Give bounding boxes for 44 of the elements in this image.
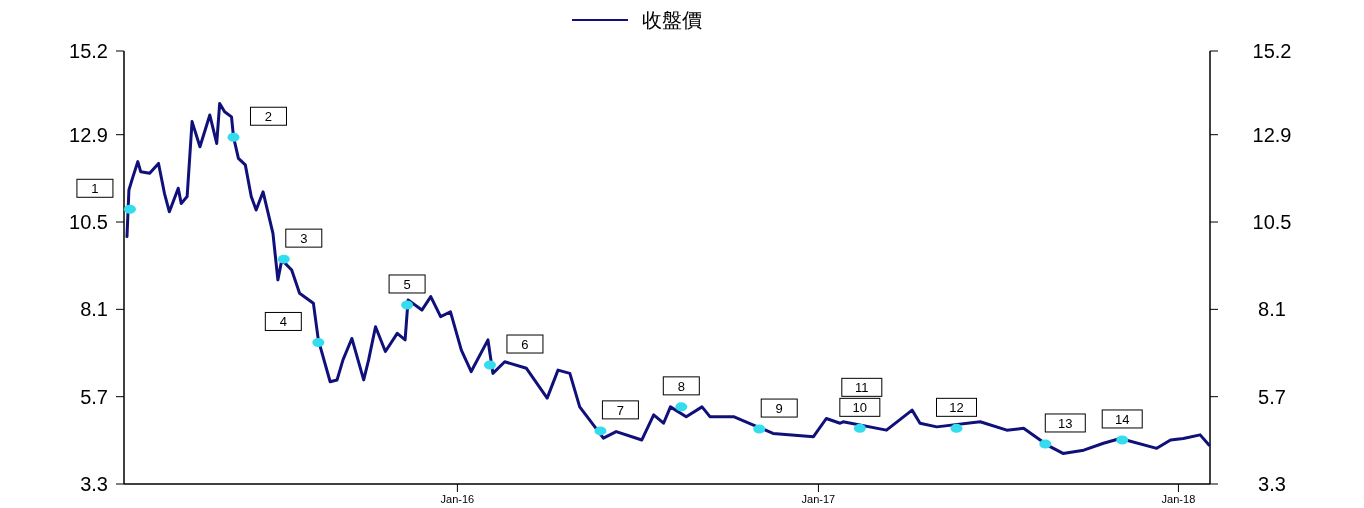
annotation: 14 [1114,411,1130,427]
point [123,204,136,214]
x-tick-label: Jan-18 [1161,493,1196,505]
y2-tick-label: 12.9 [1252,123,1292,146]
annotation: 1 [91,181,99,197]
point [950,423,963,433]
line-series [125,101,1211,455]
point [1116,435,1129,445]
annotation: 12 [949,400,964,416]
point [277,254,290,264]
annotation: 3 [300,231,308,247]
y-tick-label: 8.1 [80,298,108,321]
annotation: 9 [775,401,783,417]
annotation: 5 [403,276,411,292]
point [594,426,607,436]
y-tick-label: 15.2 [69,40,108,62]
annotation: 7 [616,402,625,418]
y-tick-label: 12.9 [69,123,108,146]
x-tick-label: Jan-16 [440,493,475,505]
point [401,300,414,310]
annotation: 4 [279,314,287,330]
y-tick-label: 3.3 [80,473,108,495]
annotation: 13 [1058,415,1073,431]
legend-label: 收盤價 [642,9,702,31]
point [312,337,325,347]
y2-tick-label: 10.5 [1252,211,1292,234]
y-tick-label: 10.5 [69,211,108,234]
annotation: 10 [852,400,868,416]
point [227,132,240,142]
y2-tick-label: 15.2 [1252,40,1292,62]
point [483,360,496,370]
y2-tick-label: 3.3 [1258,473,1286,495]
annotation: 8 [677,378,685,394]
y-tick-label: 5.7 [80,385,108,408]
annotation: 11 [855,380,869,396]
annotation: 6 [521,337,529,353]
point [675,402,688,412]
point [753,424,766,434]
point [853,423,866,433]
y2-tick-label: 5.7 [1258,385,1286,408]
annotation: 2 [264,109,273,125]
x-tick-label: Jan-17 [801,493,836,505]
point [1039,439,1052,449]
y2-tick-label: 8.1 [1258,298,1286,321]
